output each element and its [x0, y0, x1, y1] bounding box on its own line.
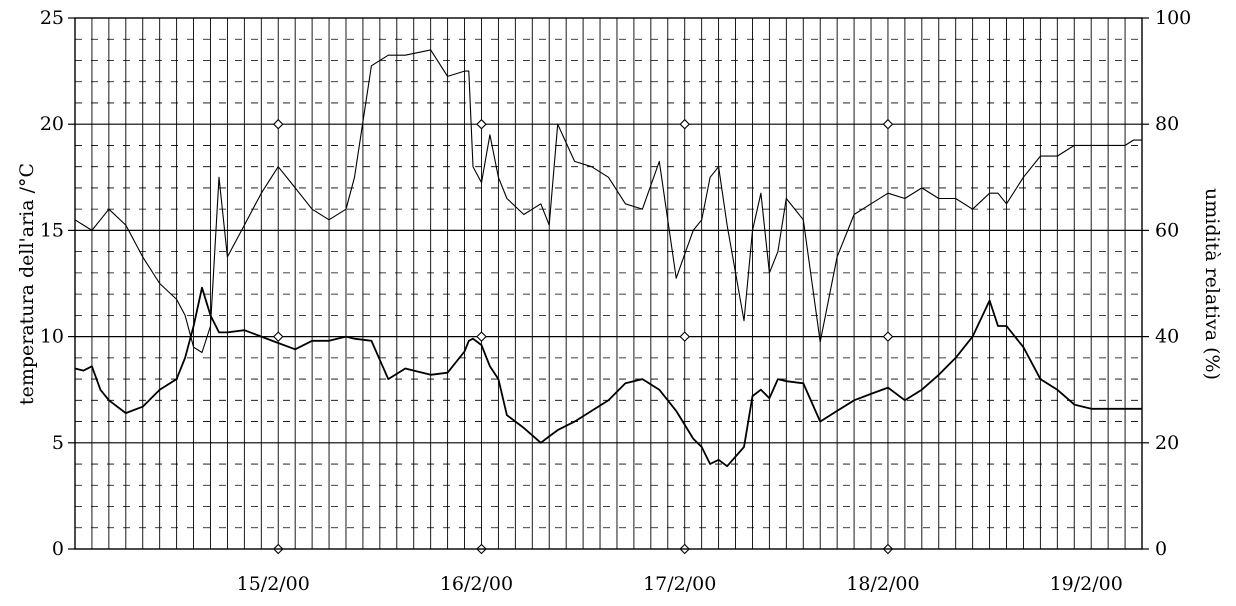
day-marker	[679, 331, 690, 342]
y-axis-right: 0 20 40 60 80 100	[1142, 7, 1191, 560]
day-marker	[679, 118, 690, 130]
y2-tick-label: 60	[1155, 219, 1179, 241]
y-axis-left: 0 5 10 15 20 25	[40, 7, 75, 560]
y-axis-left-title: temperatura dell'aria /°C	[16, 163, 38, 405]
y-tick-label: 0	[52, 538, 64, 560]
y2-tick-label: 40	[1155, 326, 1179, 348]
series-lines	[74, 49, 1142, 468]
day-marker	[882, 118, 894, 130]
y2-tick-label: 80	[1155, 113, 1179, 135]
x-tick-label: 16/2/00	[440, 573, 513, 595]
y-tick-label: 10	[40, 326, 64, 348]
y-tick-label: 20	[40, 113, 64, 135]
y2-tick-label: 100	[1155, 7, 1191, 29]
day-marker	[476, 331, 487, 342]
x-tick-label: 17/2/00	[643, 573, 716, 595]
y2-tick-label: 0	[1155, 538, 1167, 560]
day-marker	[476, 118, 487, 130]
x-tick-label: 15/2/00	[237, 573, 310, 595]
x-tick-label: 19/2/00	[1050, 573, 1123, 595]
day-marker	[272, 331, 284, 342]
x-axis: 15/2/00 16/2/00 17/2/00 18/2/00 19/2/00	[237, 573, 1123, 595]
temperature-series-line	[74, 286, 1142, 468]
y-axis-right-title: umidità relativa (%)	[1201, 188, 1223, 380]
humidity-series-line	[74, 49, 1142, 354]
grid-lines	[75, 18, 1142, 549]
y-tick-label: 5	[52, 432, 64, 454]
y2-tick-label: 20	[1155, 432, 1179, 454]
y-tick-label: 15	[40, 219, 64, 241]
day-marker	[882, 331, 894, 342]
x-tick-label: 18/2/00	[846, 573, 919, 595]
plot-frame	[74, 17, 1143, 550]
y-tick-label: 25	[40, 7, 64, 29]
day-marker	[272, 118, 284, 130]
